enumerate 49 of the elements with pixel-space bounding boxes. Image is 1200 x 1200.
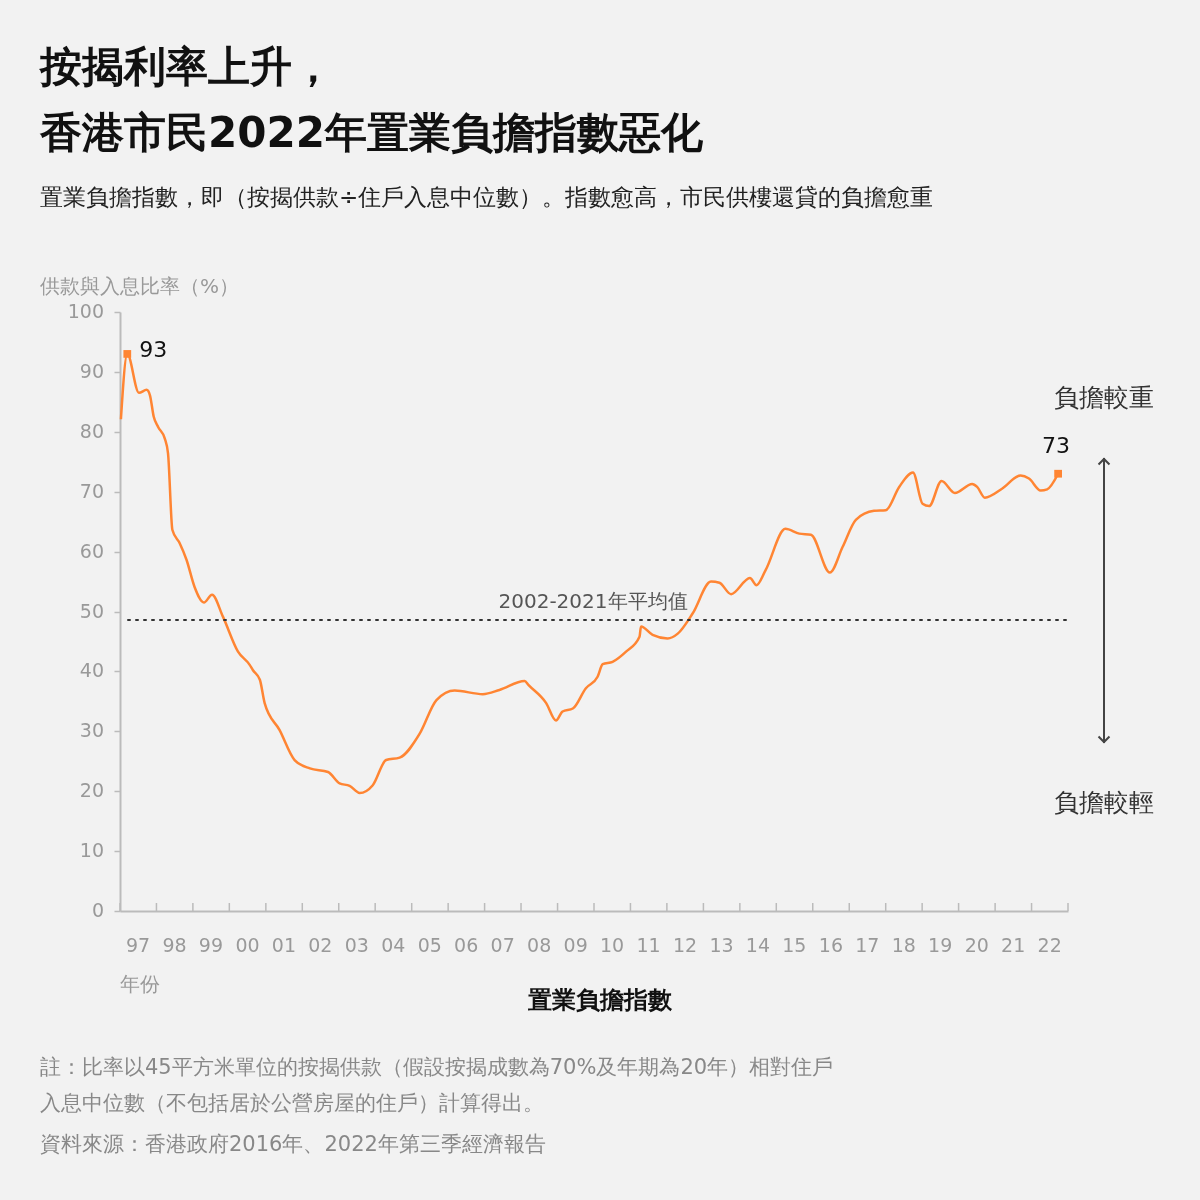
x-tick-label: 00 <box>235 934 260 956</box>
x-tick-label: 99 <box>198 934 224 956</box>
annotation: 負擔較重 <box>1054 383 1154 412</box>
text: 置業負擔指數 <box>527 986 673 1014</box>
y-tick-label: 0 <box>91 899 104 921</box>
x-tick-label: 15 <box>782 934 807 956</box>
x-tick-label: 05 <box>417 934 442 956</box>
x-tick-label: 03 <box>344 934 369 956</box>
x-tick-label: 06 <box>454 934 479 956</box>
x-tick-label: 22 <box>1037 934 1062 956</box>
y-tick-label: 80 <box>79 419 104 442</box>
chart-subtitle: 置業負擔指數，即（按揭供款÷住戶入息中位數）。指數愈高，市民供樓還貸的負擔愈重 <box>40 184 934 210</box>
x-tick-label: 07 <box>490 934 515 956</box>
x-tick-label: 11 <box>636 934 661 956</box>
ref-line-label: 2002-2021年平均值 <box>498 588 688 613</box>
x-tick-label: 20 <box>964 934 989 956</box>
y-tick-label: 70 <box>79 479 104 502</box>
y-tick-label: 30 <box>79 719 104 742</box>
chart-title: 按揭利率上升，香港市民2022年置業負擔指數惡化 <box>38 42 704 157</box>
x-tick-label: 98 <box>162 934 187 956</box>
x-tick-label: 13 <box>709 934 734 956</box>
x-tick-label: 17 <box>855 934 880 956</box>
data-label: 73 <box>1042 432 1071 458</box>
y-axis-title: 供款與入息比率（%） <box>40 274 240 298</box>
y-tick-label: 10 <box>79 839 104 862</box>
x-tick-label: 21 <box>1001 934 1026 956</box>
data-label: 93 <box>139 336 168 362</box>
x-tick-label: 09 <box>563 934 588 956</box>
x-tick-label: 12 <box>672 934 698 956</box>
x-tick-label: 08 <box>527 934 552 956</box>
source-note: 資料來源：香港政府2016年、2022年第三季經濟報告 <box>40 1132 546 1156</box>
text: 註：比率以45平方米單位的按揭供款（假設按揭成數為70%及年期為20年）相對住戶入息中位數（不包括居於公營房屋的住戶）計算得出。 <box>40 1055 834 1115</box>
x-tick-label: 16 <box>818 934 843 956</box>
annotation: 負擔較輕 <box>1054 788 1154 817</box>
x-tick-label: 01 <box>271 934 297 956</box>
y-tick-label: 60 <box>79 539 104 562</box>
x-axis-title: 年份 <box>120 972 160 996</box>
x-tick-label: 18 <box>891 934 916 956</box>
x-tick-label: 02 <box>308 934 333 956</box>
x-tick-label: 19 <box>928 934 953 956</box>
y-tick-label: 50 <box>79 599 104 622</box>
y-tick-label: 100 <box>67 300 104 322</box>
x-tick-label: 04 <box>381 934 406 956</box>
y-tick-label: 40 <box>79 659 104 682</box>
y-tick-label: 90 <box>79 359 104 382</box>
x-tick-label: 10 <box>599 934 625 956</box>
y-tick-label: 20 <box>79 779 104 802</box>
x-tick-label: 14 <box>745 934 771 956</box>
x-tick-label: 97 <box>125 934 151 956</box>
